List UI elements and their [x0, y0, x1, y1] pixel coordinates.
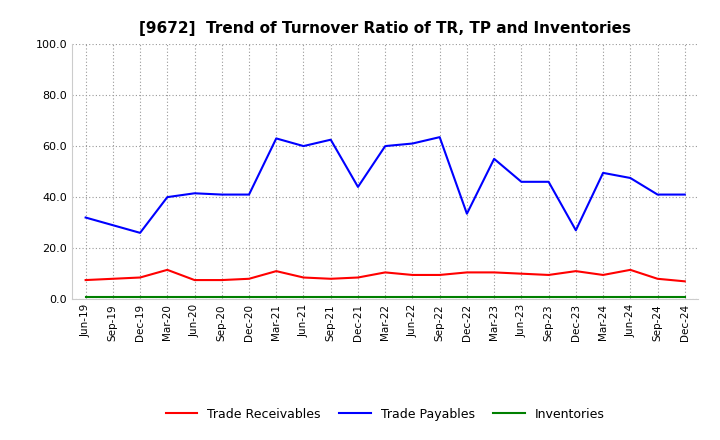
Inventories — [272, 294, 281, 299]
Trade Receivables — [300, 275, 308, 280]
Inventories — [680, 294, 689, 299]
Inventories — [354, 294, 362, 299]
Trade Receivables — [190, 278, 199, 283]
Inventories — [190, 294, 199, 299]
Trade Payables — [462, 211, 471, 216]
Trade Receivables — [544, 272, 553, 278]
Trade Receivables — [381, 270, 390, 275]
Inventories — [163, 294, 171, 299]
Title: [9672]  Trend of Turnover Ratio of TR, TP and Inventories: [9672] Trend of Turnover Ratio of TR, TP… — [139, 21, 631, 36]
Inventories — [136, 294, 145, 299]
Inventories — [462, 294, 471, 299]
Trade Receivables — [599, 272, 608, 278]
Line: Trade Receivables: Trade Receivables — [86, 270, 685, 281]
Trade Payables — [653, 192, 662, 197]
Trade Payables — [381, 143, 390, 149]
Trade Receivables — [653, 276, 662, 282]
Trade Receivables — [136, 275, 145, 280]
Trade Payables — [490, 156, 498, 161]
Trade Receivables — [272, 268, 281, 274]
Trade Receivables — [326, 276, 335, 282]
Trade Payables — [572, 227, 580, 233]
Trade Receivables — [245, 276, 253, 282]
Trade Payables — [163, 194, 171, 200]
Inventories — [572, 294, 580, 299]
Inventories — [408, 294, 417, 299]
Legend: Trade Receivables, Trade Payables, Inventories: Trade Receivables, Trade Payables, Inven… — [161, 403, 610, 425]
Inventories — [599, 294, 608, 299]
Trade Receivables — [109, 276, 117, 282]
Trade Receivables — [490, 270, 498, 275]
Trade Payables — [272, 136, 281, 141]
Trade Payables — [190, 191, 199, 196]
Inventories — [109, 294, 117, 299]
Trade Payables — [300, 143, 308, 149]
Trade Payables — [136, 230, 145, 235]
Trade Payables — [680, 192, 689, 197]
Trade Receivables — [462, 270, 471, 275]
Trade Receivables — [572, 268, 580, 274]
Inventories — [517, 294, 526, 299]
Trade Receivables — [163, 267, 171, 272]
Trade Payables — [109, 223, 117, 228]
Inventories — [381, 294, 390, 299]
Trade Receivables — [436, 272, 444, 278]
Inventories — [653, 294, 662, 299]
Inventories — [436, 294, 444, 299]
Trade Payables — [599, 170, 608, 176]
Trade Payables — [217, 192, 226, 197]
Inventories — [490, 294, 498, 299]
Trade Payables — [326, 137, 335, 142]
Trade Payables — [517, 179, 526, 184]
Trade Receivables — [81, 278, 90, 283]
Trade Receivables — [626, 267, 634, 272]
Trade Receivables — [217, 278, 226, 283]
Inventories — [326, 294, 335, 299]
Inventories — [81, 294, 90, 299]
Inventories — [544, 294, 553, 299]
Trade Payables — [408, 141, 417, 146]
Trade Receivables — [354, 275, 362, 280]
Inventories — [626, 294, 634, 299]
Trade Payables — [436, 135, 444, 140]
Trade Payables — [245, 192, 253, 197]
Inventories — [300, 294, 308, 299]
Inventories — [217, 294, 226, 299]
Line: Trade Payables: Trade Payables — [86, 137, 685, 233]
Trade Receivables — [517, 271, 526, 276]
Trade Receivables — [408, 272, 417, 278]
Trade Payables — [81, 215, 90, 220]
Trade Payables — [544, 179, 553, 184]
Trade Payables — [626, 175, 634, 180]
Trade Payables — [354, 184, 362, 190]
Trade Receivables — [680, 279, 689, 284]
Inventories — [245, 294, 253, 299]
